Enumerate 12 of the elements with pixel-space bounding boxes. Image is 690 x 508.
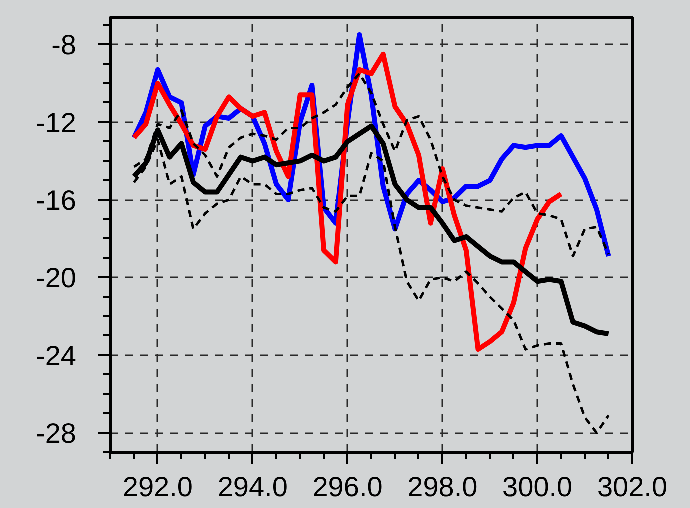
y-tick-label: -12: [36, 107, 76, 138]
x-tick-label: 294.0: [218, 472, 288, 502]
y-tick-label: -28: [36, 418, 76, 450]
y-tick-label: -20: [36, 262, 76, 294]
y-tick-label: -8: [52, 30, 77, 61]
x-tick-label: 292.0: [122, 472, 193, 502]
x-tick-label: 302.0: [597, 472, 668, 502]
y-tick-label: -24: [36, 340, 76, 372]
x-tick-label: 298.0: [408, 472, 478, 502]
x-tick-label: 300.0: [502, 472, 573, 502]
x-tick-label: 296.0: [312, 472, 383, 502]
y-tick-label: -16: [36, 185, 76, 216]
